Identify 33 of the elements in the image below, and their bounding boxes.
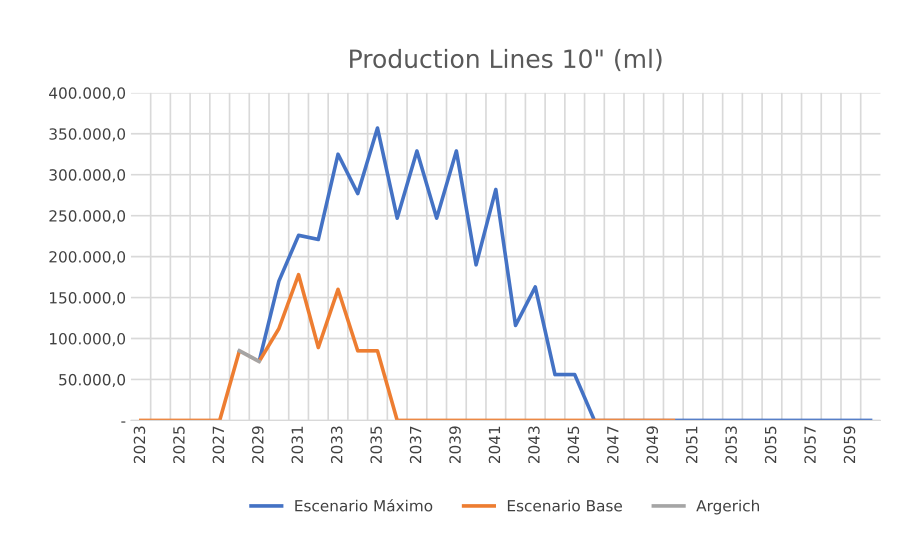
chart-title: Production Lines 10" (ml) [350,48,662,72]
x-tick-label: 2029 [252,426,264,464]
x-tick-label: 2049 [646,426,658,464]
y-tick-label: 50.000,0 [59,374,126,388]
legend-label: Escenario Máximo [295,499,432,512]
y-tick-label: 100.000,0 [50,332,126,346]
y-tick-label: 150.000,0 [50,292,126,306]
y-tick-label: 250.000,0 [49,210,126,224]
x-tick-label: 2059 [844,426,856,464]
x-tick-label: 2047 [607,426,619,464]
x-tick-label: 2043 [528,426,540,464]
x-tick-label: 2025 [173,426,185,464]
line-series [138,272,676,420]
x-tick-label: 2057 [804,426,816,464]
legend-label: Argerich [696,500,760,514]
y-tick-label: 350.000,0 [49,128,126,142]
x-tick-label: 2027 [212,426,224,464]
y-tick-label: 200.000,0 [49,251,126,264]
legend-label: Escenario Base [508,500,622,512]
x-tick-label: 2033 [330,426,342,464]
x-tick-label: 2041 [488,426,500,464]
x-tick-label: 2045 [568,426,580,464]
y-tick-label: - [121,421,126,423]
x-tick-label: 2035 [370,426,382,464]
y-tick-label: 400.000,0 [49,87,126,100]
x-tick-label: 2039 [449,426,461,464]
x-tick-label: 2031 [291,426,304,464]
y-tick-label: 300.000,0 [49,169,126,182]
x-tick-label: 2055 [764,426,776,464]
x-tick-label: 2053 [725,426,737,464]
x-tick-label: 2051 [686,426,698,464]
x-tick-label: 2037 [410,426,422,464]
x-tick-label: 2023 [134,426,146,464]
